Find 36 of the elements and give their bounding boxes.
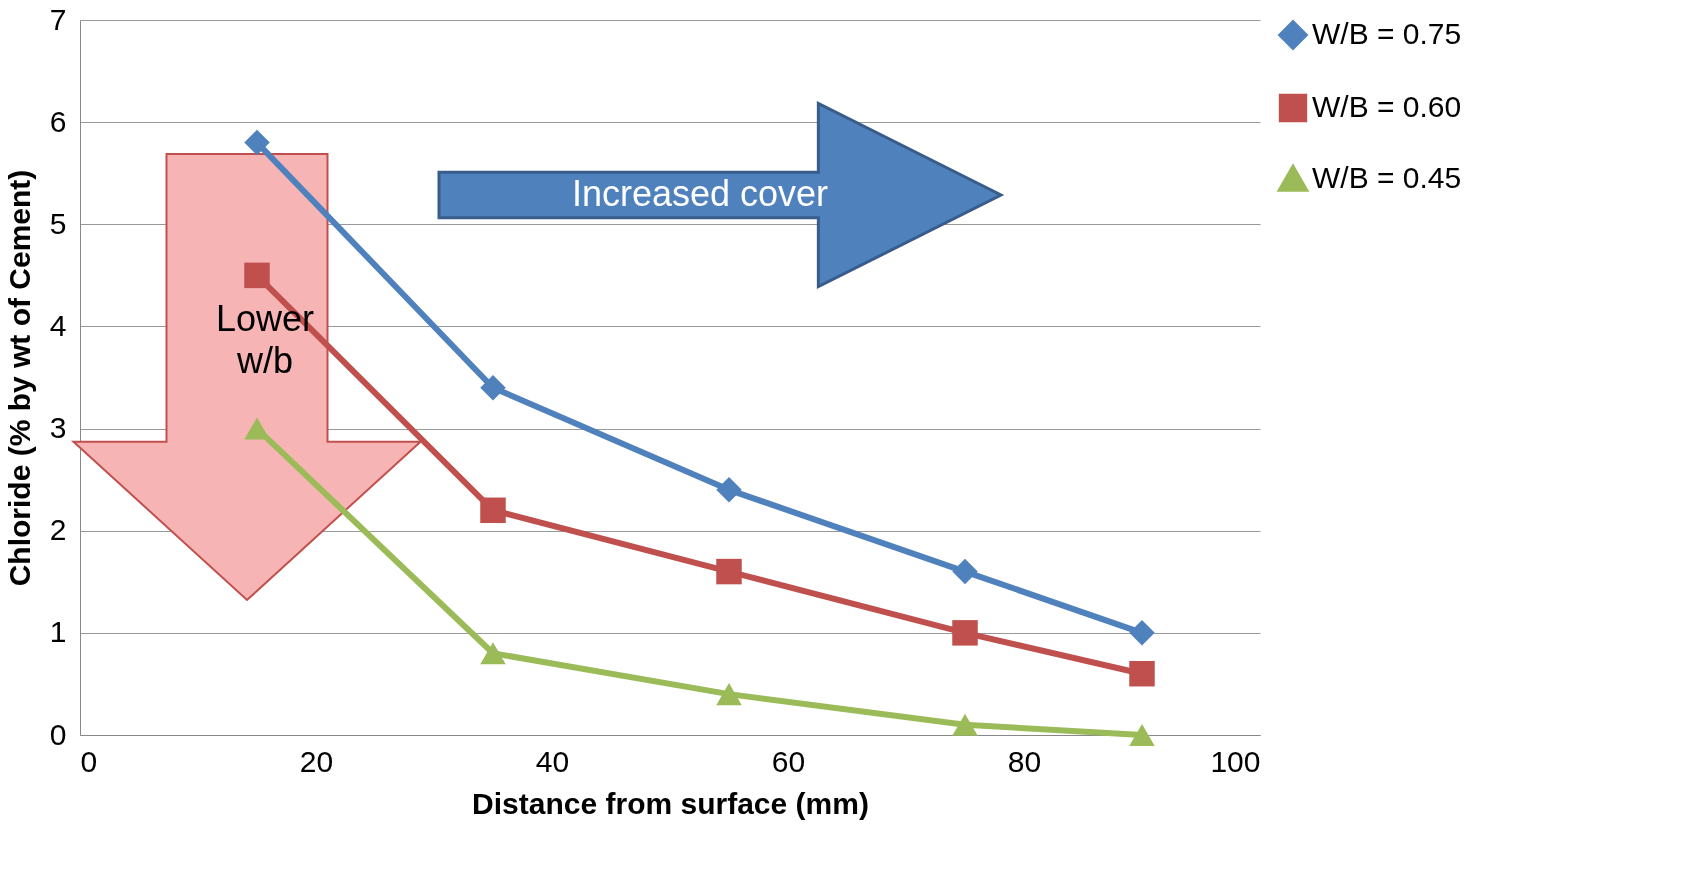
x-tick-label: 20	[299, 744, 334, 778]
x-tick-label: 100	[1210, 744, 1261, 778]
x-tick-label: 0	[80, 744, 98, 778]
y-tick-label: 0	[49, 717, 67, 751]
y-axis-title: Chloride (% by wt of Cement)	[2, 169, 36, 587]
point	[480, 374, 506, 401]
point	[480, 642, 506, 665]
point	[1129, 723, 1155, 747]
x-axis-title: Distance from surface (mm)	[472, 786, 869, 820]
annotation: Increased cover	[571, 173, 829, 214]
point	[716, 558, 742, 585]
annotation: Lower w/b	[215, 298, 315, 381]
point	[1129, 660, 1155, 687]
point	[1129, 620, 1155, 646]
legend-label: W/B = 0.60	[1312, 90, 1462, 123]
y-tick-label: 7	[49, 2, 67, 36]
y-tick-label: 5	[49, 206, 67, 240]
y-tick-label: 4	[49, 308, 67, 342]
point	[244, 129, 270, 156]
point	[244, 417, 270, 440]
x-tick-label: 80	[1007, 744, 1042, 778]
y-tick-label: 2	[49, 513, 67, 547]
point	[952, 558, 978, 585]
point	[244, 262, 270, 289]
y-tick-label: 1	[49, 615, 67, 649]
point	[716, 683, 742, 706]
y-tick-label: 3	[49, 411, 67, 445]
point	[952, 620, 978, 646]
x-tick-label: 60	[771, 744, 806, 778]
legend-label: W/B = 0.45	[1312, 161, 1462, 194]
x-tick-label: 40	[535, 744, 570, 778]
legend-label: W/B = 0.75	[1312, 17, 1462, 50]
point	[480, 497, 506, 524]
point	[716, 477, 742, 503]
y-tick-label: 6	[49, 104, 67, 138]
point	[952, 713, 978, 736]
